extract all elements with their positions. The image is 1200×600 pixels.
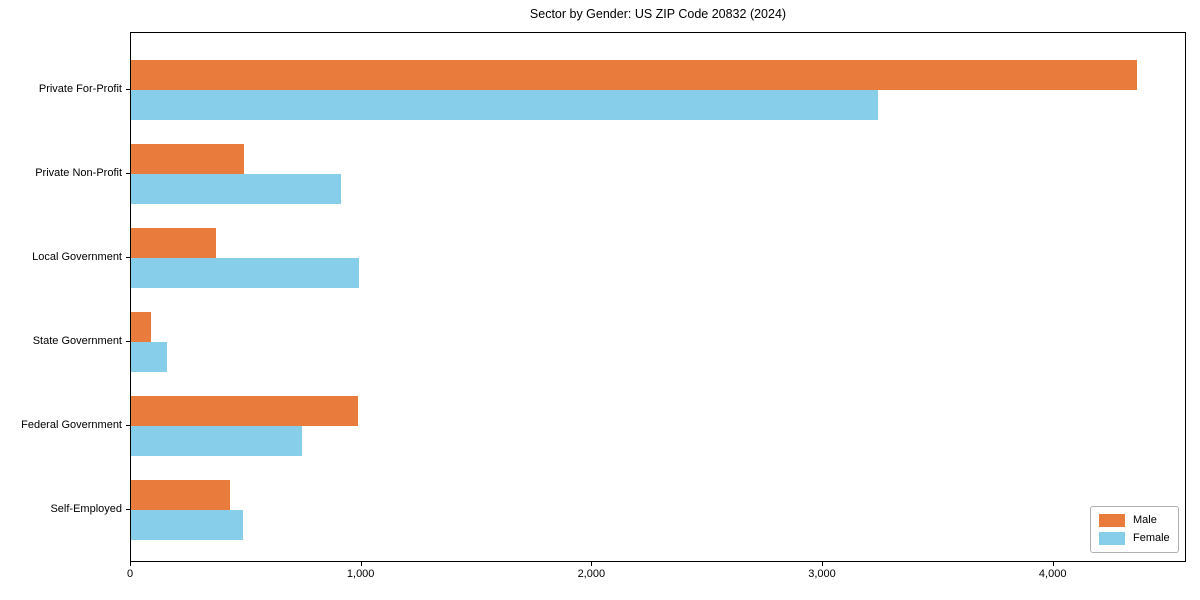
y-tick-private-non-profit	[126, 173, 130, 174]
y-label-private-for-profit: Private For-Profit	[38, 83, 122, 95]
bar-male-private-non-profit	[131, 144, 244, 174]
y-label-private-non-profit: Private Non-Profit	[35, 167, 122, 179]
legend: Male Female	[1090, 506, 1179, 553]
bar-male-local-government	[131, 228, 216, 258]
y-label-local-government: Local Government	[32, 251, 122, 263]
legend-entry-female: Female	[1099, 532, 1170, 545]
x-tick-label-0: 0	[126, 568, 134, 580]
x-tick-4000	[1052, 562, 1054, 566]
x-tick-3000	[822, 562, 823, 566]
bar-male-federal-government	[131, 396, 358, 426]
x-tick-2000	[591, 562, 593, 566]
bar-female-private-for-profit	[131, 90, 878, 120]
bar-female-self-employed	[131, 510, 243, 540]
legend-entry-male: Male	[1099, 514, 1170, 527]
y-tick-state-government	[126, 341, 130, 342]
plot-area	[130, 32, 1186, 562]
legend-swatch-male	[1099, 514, 1125, 527]
x-tick-label-1000: 1,000	[346, 568, 375, 580]
x-tick-1000	[360, 562, 362, 566]
y-label-self-employed: Self-Employed	[50, 503, 122, 515]
x-tick-label-2000: 2,000	[577, 568, 606, 580]
x-tick-label-4000: 4,000	[1038, 568, 1067, 580]
y-tick-federal-government	[126, 425, 130, 426]
y-label-state-government: State Government	[32, 335, 122, 347]
bar-male-private-for-profit	[131, 60, 1137, 90]
legend-swatch-female	[1099, 532, 1125, 545]
chart-title: Sector by Gender: US ZIP Code 20832 (202…	[529, 7, 787, 21]
bar-male-self-employed	[131, 480, 230, 510]
bar-male-state-government	[131, 312, 151, 342]
y-label-federal-government: Federal Government	[21, 419, 122, 431]
y-tick-private-for-profit	[126, 89, 130, 90]
legend-label-female: Female	[1133, 532, 1170, 544]
bar-female-federal-government	[131, 426, 302, 456]
x-tick-0	[130, 562, 131, 566]
legend-label-male: Male	[1133, 514, 1157, 526]
bar-female-state-government	[131, 342, 167, 372]
y-tick-local-government	[126, 257, 130, 258]
y-tick-self-employed	[126, 509, 130, 510]
x-tick-label-3000: 3,000	[808, 568, 836, 580]
bar-female-private-non-profit	[131, 174, 341, 204]
bar-female-local-government	[131, 258, 359, 288]
